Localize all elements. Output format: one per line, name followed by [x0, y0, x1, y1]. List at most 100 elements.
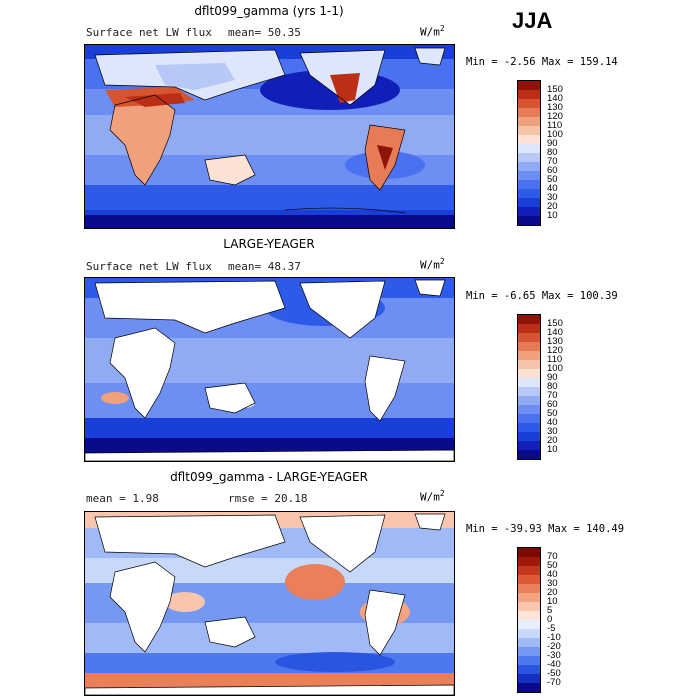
colorbar-tick-label: 50 — [547, 408, 558, 419]
colorbar-tick-label: 80 — [547, 381, 558, 392]
panel-3-colorbar-swatches: 70 50 40 30 20 10 5 0 -5 -10 -20 -30 -40 -50 -70 — [517, 547, 561, 693]
colorbar-swatch — [518, 162, 540, 171]
colorbar-tick-label: 90 — [547, 138, 558, 149]
colorbar-tick-label: -5 — [547, 623, 556, 634]
colorbar-swatch — [518, 423, 540, 432]
colorbar-tick-label: 60 — [547, 165, 558, 176]
panel-1-colorbar: 150 140 130 120 110 100 90 80 70 60 50 40 30 20 10 — [517, 80, 563, 226]
panel-2-map — [84, 277, 455, 462]
colorbar-tick-label: 150 — [547, 318, 563, 329]
colorbar-swatch — [518, 656, 540, 665]
colorbar-tick-label: 110 — [547, 354, 563, 365]
colorbar-swatch — [518, 405, 540, 414]
colorbar-tick-label: 40 — [547, 569, 558, 580]
panel-2-colorbar-swatches: 150 140 130 120 110 100 90 80 70 60 50 40 30 20 10 — [517, 314, 563, 460]
panel-1-colorbar-swatches: 150 140 130 120 110 100 90 80 70 60 50 40 30 20 10 — [517, 80, 563, 226]
colorbar-tick-label: 130 — [547, 336, 563, 347]
panel-2-minmax: Min = -6.65 Max = 100.39 — [466, 290, 618, 302]
colorbar-swatch — [518, 396, 540, 405]
panel-3-colorbar: 70 50 40 30 20 10 5 0 -5 -10 -20 -30 -40 -50 -70 — [517, 547, 561, 693]
colorbar-tick-label: 30 — [547, 578, 558, 589]
colorbar-tick-label: 10 — [547, 596, 558, 607]
colorbar-tick-label: 30 — [547, 192, 558, 203]
panel-1-title: dflt099_gamma (yrs 1-1) — [194, 4, 344, 18]
colorbar-swatch — [518, 171, 540, 180]
colorbar-swatch — [518, 315, 540, 324]
colorbar-swatch — [518, 117, 540, 126]
colorbar-swatch — [518, 108, 540, 117]
colorbar-swatch — [518, 665, 540, 674]
colorbar-swatch — [518, 198, 540, 207]
colorbar-swatch — [518, 351, 540, 360]
colorbar-tick-label: 70 — [547, 156, 558, 167]
colorbar-tick-label: 120 — [547, 345, 563, 356]
colorbar-swatch — [518, 153, 540, 162]
panel-1-units: W/m2 — [420, 24, 445, 39]
panel-3-rmse: rmse = 20.18 — [228, 492, 308, 505]
colorbar-tick-label: 5 — [547, 605, 553, 616]
colorbar-swatch — [518, 180, 540, 189]
colorbar-swatch — [518, 611, 540, 620]
colorbar-tick-label: 110 — [547, 120, 563, 131]
colorbar-swatch — [518, 216, 540, 225]
colorbar-tick-label: 130 — [547, 102, 563, 113]
colorbar-tick-label: 30 — [547, 426, 558, 437]
panel-1-mean: mean= 50.35 — [228, 26, 301, 39]
colorbar-tick-label: 100 — [547, 129, 563, 140]
colorbar-swatch — [518, 441, 540, 450]
colorbar-tick-label: -50 — [547, 668, 561, 679]
colorbar-tick-label: 70 — [547, 551, 558, 562]
colorbar-swatch — [518, 674, 540, 683]
colorbar-tick-label: 60 — [547, 399, 558, 410]
colorbar-swatch — [518, 575, 540, 584]
colorbar-tick-label: 20 — [547, 435, 558, 446]
colorbar-swatch — [518, 414, 540, 423]
colorbar-swatch — [518, 378, 540, 387]
colorbar-swatch — [518, 342, 540, 351]
colorbar-tick-label: 80 — [547, 147, 558, 158]
colorbar-tick-label: -10 — [547, 632, 561, 643]
colorbar-tick-label: 50 — [547, 174, 558, 185]
colorbar-swatch — [518, 144, 540, 153]
panel-1-map — [84, 44, 455, 229]
panel-3-title: dflt099_gamma - LARGE-YEAGER — [170, 470, 368, 484]
colorbar-tick-label: 70 — [547, 390, 558, 401]
panel-2-variable-label: Surface net LW flux — [86, 260, 212, 273]
colorbar-swatch — [518, 638, 540, 647]
colorbar-swatch — [518, 593, 540, 602]
colorbar-tick-label: 50 — [547, 560, 558, 571]
colorbar-swatch — [518, 450, 540, 459]
colorbar-swatch — [518, 566, 540, 575]
colorbar-tick-label: 20 — [547, 201, 558, 212]
colorbar-swatch — [518, 548, 540, 557]
colorbar-tick-label: -70 — [547, 677, 561, 688]
colorbar-swatch — [518, 683, 540, 692]
season-label: JJA — [512, 8, 553, 33]
colorbar-swatch — [518, 647, 540, 656]
colorbar-swatch — [518, 557, 540, 566]
panel-3-units: W/m2 — [420, 489, 445, 504]
colorbar-swatch — [518, 189, 540, 198]
colorbar-swatch — [518, 387, 540, 396]
colorbar-tick-label: 0 — [547, 614, 553, 625]
colorbar-swatch — [518, 99, 540, 108]
panel-2-units: W/m2 — [420, 257, 445, 272]
panel-2-colorbar: 150 140 130 120 110 100 90 80 70 60 50 40 30 20 10 — [517, 314, 563, 460]
panel-2-mean: mean= 48.37 — [228, 260, 301, 273]
colorbar-swatch — [518, 360, 540, 369]
panel-1-minmax: Min = -2.56 Max = 159.14 — [466, 56, 618, 68]
colorbar-swatch — [518, 602, 540, 611]
colorbar-tick-label: 20 — [547, 587, 558, 598]
colorbar-swatch — [518, 324, 540, 333]
colorbar-tick-label: 40 — [547, 417, 558, 428]
colorbar-tick-label: 40 — [547, 183, 558, 194]
colorbar-swatch — [518, 584, 540, 593]
colorbar-tick-label: 10 — [547, 444, 558, 455]
colorbar-tick-label: -30 — [547, 650, 561, 661]
colorbar-tick-label: 140 — [547, 93, 563, 104]
panel-1-variable-label: Surface net LW flux — [86, 26, 212, 39]
panel-3-map — [84, 511, 455, 696]
panel-3-mean: mean = 1.98 — [86, 492, 159, 505]
colorbar-swatch — [518, 81, 540, 90]
colorbar-tick-label: 120 — [547, 111, 563, 122]
